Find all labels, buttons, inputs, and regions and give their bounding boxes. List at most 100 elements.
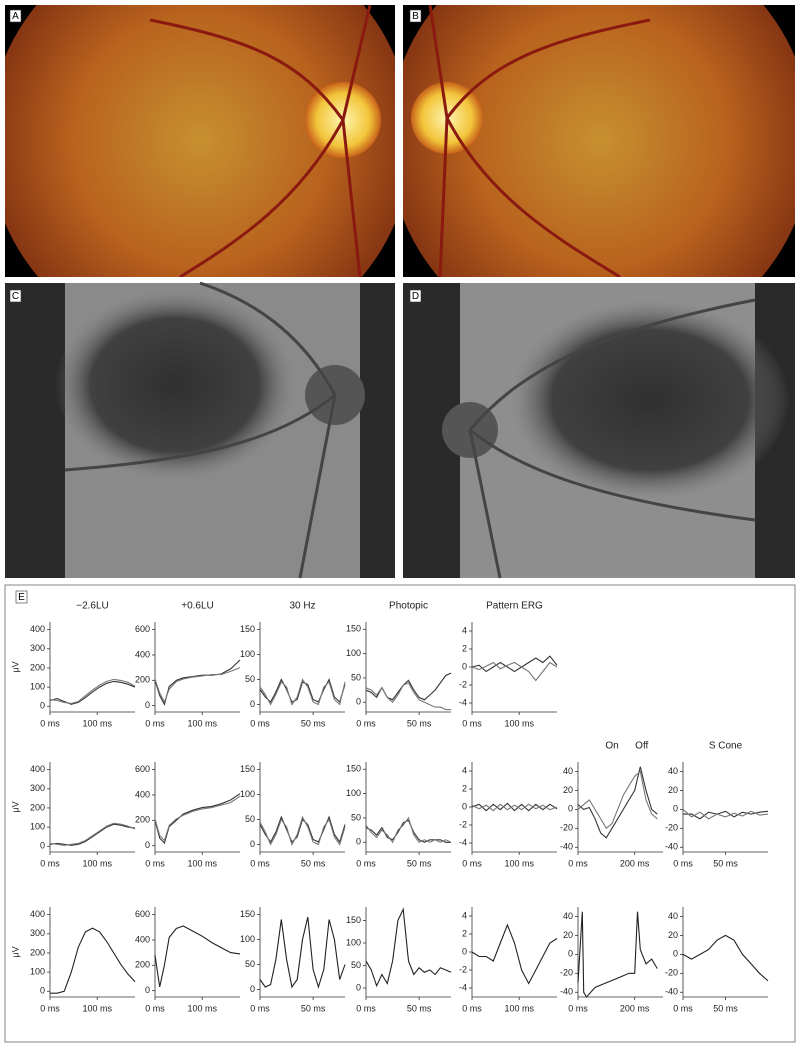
x-tick-label: 0 ms xyxy=(462,858,482,868)
y-tick-label: 100 xyxy=(346,788,361,798)
y-tick-label: 600 xyxy=(135,909,150,919)
y-tick-label: 20 xyxy=(563,930,573,940)
y-tick-label: 200 xyxy=(30,947,45,957)
trace xyxy=(683,810,769,820)
y-tick-label: -40 xyxy=(665,842,678,852)
y-tick-label: 4 xyxy=(462,910,467,920)
x-tick-label: 100 ms xyxy=(82,858,112,868)
y-tick-label: -4 xyxy=(459,697,467,707)
trace xyxy=(49,678,136,704)
trace xyxy=(49,822,136,846)
chart-title: Photopic xyxy=(389,601,428,612)
y-tick-label: 0 xyxy=(568,804,573,814)
y-tick-label: 200 xyxy=(135,960,150,970)
x-tick-label: 50 ms xyxy=(713,1003,738,1013)
y-tick-label: 100 xyxy=(240,934,255,944)
x-tick-label: 200 ms xyxy=(620,1003,650,1013)
chart-title: −2.6LU xyxy=(76,601,109,612)
y-tick-label: 400 xyxy=(30,909,45,919)
x-tick-label: 0 ms xyxy=(145,718,165,728)
x-tick-label: 0 ms xyxy=(673,858,693,868)
x-tick-label: 0 ms xyxy=(356,858,376,868)
trace xyxy=(471,661,558,682)
x-tick-label: 0 ms xyxy=(145,858,165,868)
panel-label-box xyxy=(15,590,28,604)
y-tick-label: -2 xyxy=(459,819,467,829)
x-tick-label: 50 ms xyxy=(407,858,432,868)
trace xyxy=(154,925,241,988)
y-tick-label: 200 xyxy=(30,662,45,672)
x-tick-label: 50 ms xyxy=(301,858,326,868)
trace xyxy=(365,907,452,988)
y-tick-label: 0 xyxy=(462,946,467,956)
chart-title: S Cone xyxy=(709,741,743,752)
y-axis-label: μV xyxy=(10,801,20,812)
panel-label: A xyxy=(12,11,19,22)
x-tick-label: 0 ms xyxy=(462,1003,482,1013)
y-tick-label: 0 xyxy=(145,985,150,995)
trace xyxy=(471,802,558,812)
y-tick-label: 50 xyxy=(245,959,255,969)
y-tick-label: 50 xyxy=(351,960,361,970)
x-tick-label: 0 ms xyxy=(250,858,270,868)
y-tick-label: 0 xyxy=(250,984,255,994)
y-tick-label: -4 xyxy=(459,837,467,847)
y-tick-label: 0 xyxy=(356,982,361,992)
y-tick-label: -40 xyxy=(560,842,573,852)
y-tick-label: -4 xyxy=(459,982,467,992)
trace xyxy=(577,911,658,998)
x-tick-label: 0 ms xyxy=(462,718,482,728)
x-tick-label: 100 ms xyxy=(82,1003,112,1013)
fundus-a xyxy=(5,5,395,277)
y-tick-label: 20 xyxy=(563,785,573,795)
y-tick-label: 40 xyxy=(563,911,573,921)
y-tick-label: 150 xyxy=(240,624,255,634)
y-tick-label: 400 xyxy=(30,764,45,774)
trace xyxy=(682,808,769,820)
trace xyxy=(154,795,241,842)
x-tick-label: 200 ms xyxy=(620,858,650,868)
y-tick-label: 50 xyxy=(245,814,255,824)
y-tick-label: 0 xyxy=(145,840,150,850)
x-tick-label: 50 ms xyxy=(301,1003,326,1013)
y-tick-label: 40 xyxy=(668,766,678,776)
x-tick-label: 0 ms xyxy=(673,1003,693,1013)
trace xyxy=(682,934,769,982)
x-tick-label: 100 ms xyxy=(187,718,217,728)
y-tick-label: 100 xyxy=(30,821,45,831)
trace xyxy=(154,793,241,845)
x-tick-label: 50 ms xyxy=(301,718,326,728)
x-tick-label: 0 ms xyxy=(250,718,270,728)
y-tick-label: -20 xyxy=(665,968,678,978)
chart-title: Pattern ERG xyxy=(486,601,543,612)
trace xyxy=(259,815,346,844)
panel-label-box xyxy=(9,9,22,23)
autofluorescence-c xyxy=(5,281,395,579)
y-tick-label: -40 xyxy=(560,987,573,997)
trace xyxy=(259,815,346,846)
y-tick-label: 200 xyxy=(135,675,150,685)
y-tick-label: 150 xyxy=(346,624,361,634)
y-tick-label: 4 xyxy=(462,765,467,775)
y-tick-label: 0 xyxy=(462,801,467,811)
y-tick-label: 100 xyxy=(240,649,255,659)
y-tick-label: 2 xyxy=(462,643,467,653)
trace xyxy=(49,823,136,846)
y-tick-label: 300 xyxy=(30,783,45,793)
y-tick-label: 0 xyxy=(40,841,45,851)
y-tick-label: 100 xyxy=(240,789,255,799)
trace xyxy=(577,766,658,839)
y-tick-label: 100 xyxy=(30,966,45,976)
panel-label: D xyxy=(412,291,419,302)
x-tick-label: 0 ms xyxy=(250,1003,270,1013)
panel-label: C xyxy=(12,291,19,302)
trace xyxy=(259,916,346,989)
panel-e-frame xyxy=(4,584,796,1043)
trace xyxy=(471,655,558,673)
x-tick-label: 100 ms xyxy=(82,718,112,728)
trace xyxy=(471,803,558,812)
y-tick-label: 100 xyxy=(346,648,361,658)
y-axis-label: μV xyxy=(10,946,20,957)
y-axis-label: μV xyxy=(10,661,20,672)
